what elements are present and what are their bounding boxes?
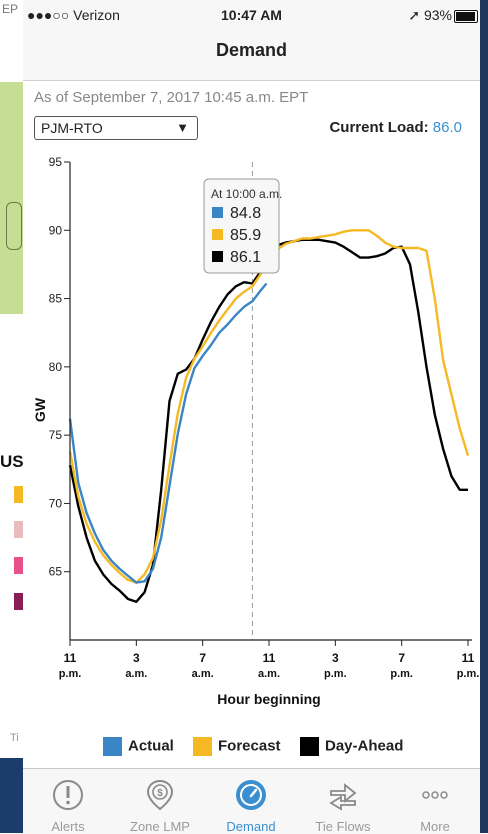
demand-chart[interactable]: 65 70 75 80 85 90 95 11 p.m. 3 a.m. 7 a.m. 11 a.m. 3 p.… — [23, 150, 480, 710]
background-swatch-pink — [14, 521, 23, 538]
series-line-forecast — [68, 229, 470, 584]
y-tick-label: 65 — [49, 565, 63, 579]
x-tick-label: 7 — [398, 651, 405, 665]
battery-percent-value: 93% — [423, 7, 452, 23]
legend-forecast[interactable]: Forecast — [193, 737, 281, 756]
y-tick-label: 80 — [49, 360, 63, 374]
as-of-timestamp: As of September 7, 2017 10:45 a.m. EPT — [34, 89, 309, 106]
x-tick-label: 3 — [133, 651, 140, 665]
carrier-signal: ●●●○○ Verizon — [27, 7, 120, 23]
legend-swatch-actual — [103, 737, 122, 756]
status-time: 10:47 AM — [221, 7, 282, 23]
chart-tooltip: At 10:00 a.m. 84.8 85.9 86.1 — [203, 178, 282, 274]
background-tab-text: Ti — [10, 732, 19, 744]
legend-label-day-ahead: Day-Ahead — [325, 737, 404, 755]
background-swatch-yellow — [14, 486, 23, 503]
legend-day-ahead[interactable]: Day-Ahead — [300, 737, 403, 756]
tab-alerts[interactable]: Alerts — [23, 769, 113, 834]
more-icon — [422, 791, 448, 799]
background-footer — [0, 758, 23, 833]
x-tick-label: 11 — [64, 651, 77, 665]
tab-alerts-label: Alerts — [51, 819, 85, 834]
legend-label-actual: Actual — [128, 737, 174, 755]
tab-more-label: More — [420, 819, 450, 834]
y-axis-label: GW — [32, 397, 48, 422]
x-tick-label: 11 — [263, 651, 276, 665]
zone-lmp-icon: $ — [146, 779, 174, 811]
x-tick-sublabel: a.m. — [125, 668, 147, 680]
x-tick-sublabel: a.m. — [192, 668, 214, 680]
alert-icon — [53, 780, 83, 810]
x-tick-sublabel: p.m. — [390, 668, 413, 680]
background-swatch-magenta — [14, 557, 23, 574]
background-map — [0, 82, 23, 314]
battery-icon — [454, 10, 478, 23]
current-load-value: 86.0 — [432, 119, 462, 136]
tab-more[interactable]: More — [390, 769, 480, 834]
tab-tie-flows-label: Tie Flows — [315, 819, 371, 834]
background-header-text: EP — [2, 2, 19, 16]
status-bar: ●●●○○ Verizon 10:47 AM ➚ 93% — [23, 0, 480, 32]
x-tick-sublabel: a.m. — [258, 668, 280, 680]
tooltip-swatch-forecast — [212, 229, 223, 240]
tooltip-value-actual: 84.8 — [230, 205, 261, 222]
legend-actual[interactable]: Actual — [103, 737, 174, 756]
tooltip-title: At 10:00 a.m. — [211, 187, 282, 201]
svg-text:$: $ — [157, 788, 163, 799]
x-tick-label: 7 — [199, 651, 206, 665]
background-section-text: US — [0, 452, 23, 471]
phone-screen: ●●●○○ Verizon 10:47 AM ➚ 93% Demand As o… — [23, 0, 480, 834]
y-tick-label: 95 — [49, 155, 63, 169]
series-lines — [68, 229, 470, 603]
legend-swatch-forecast — [193, 737, 212, 756]
y-tick-label: 70 — [49, 496, 63, 510]
background-swatch-plum — [14, 593, 23, 610]
tie-flows-icon — [329, 783, 357, 811]
y-tick-label: 75 — [49, 428, 63, 442]
tab-demand-label: Demand — [226, 819, 276, 834]
y-tick-label: 90 — [49, 223, 63, 237]
tab-demand[interactable]: Demand — [206, 769, 296, 834]
tab-zone-lmp[interactable]: $ Zone LMP — [115, 769, 205, 834]
chart-legend: Actual Forecast Day-Ahead — [23, 737, 480, 759]
tab-tie-flows[interactable]: Tie Flows — [298, 769, 388, 834]
dropdown-arrow-icon: ▼ — [176, 120, 189, 135]
current-load-label: Current Load: — [329, 119, 429, 136]
x-tick-sublabel: p.m. — [59, 668, 82, 680]
battery-percent: ➚ 93% — [408, 7, 452, 23]
tooltip-box — [203, 178, 280, 274]
background-app-panel: EP US Ti — [0, 0, 23, 833]
x-tick-sublabel: p.m. — [457, 668, 480, 680]
zone-select[interactable]: PJM-RTO ▼ — [34, 116, 198, 140]
tab-zone-lmp-label: Zone LMP — [130, 819, 190, 834]
x-axis-label: Hour beginning — [217, 691, 320, 707]
zone-select-value: PJM-RTO — [41, 120, 103, 136]
navigation-bar: Demand — [23, 32, 480, 81]
series-line-actual — [68, 282, 268, 584]
x-tick-sublabel: p.m. — [324, 668, 347, 680]
legend-label-forecast: Forecast — [218, 737, 281, 755]
x-tick-label: 11 — [462, 651, 475, 665]
tooltip-value-day-ahead: 86.1 — [230, 249, 261, 266]
tooltip-swatch-day-ahead — [212, 251, 223, 262]
tab-bar: Alerts $ Zone LMP Demand Tie Flows More — [23, 768, 480, 834]
y-axis-ticks: 65 70 75 80 85 90 95 — [49, 155, 70, 579]
y-tick-label: 85 — [49, 292, 63, 306]
x-tick-label: 3 — [332, 651, 339, 665]
demand-gauge-icon — [236, 780, 266, 810]
tooltip-value-forecast: 85.9 — [230, 227, 261, 244]
current-load: Current Load: 86.0 — [329, 119, 462, 136]
page-title: Demand — [215, 40, 287, 60]
background-right-edge — [480, 0, 488, 833]
x-axis-ticks: 11 p.m. 3 a.m. 7 a.m. 11 a.m. 3 p.m. 7 p.m. 11 p.m. — [59, 640, 480, 680]
background-map-border — [6, 202, 22, 250]
tooltip-swatch-actual — [212, 207, 223, 218]
legend-swatch-day-ahead — [300, 737, 319, 756]
series-line-day-ahead — [68, 238, 468, 603]
